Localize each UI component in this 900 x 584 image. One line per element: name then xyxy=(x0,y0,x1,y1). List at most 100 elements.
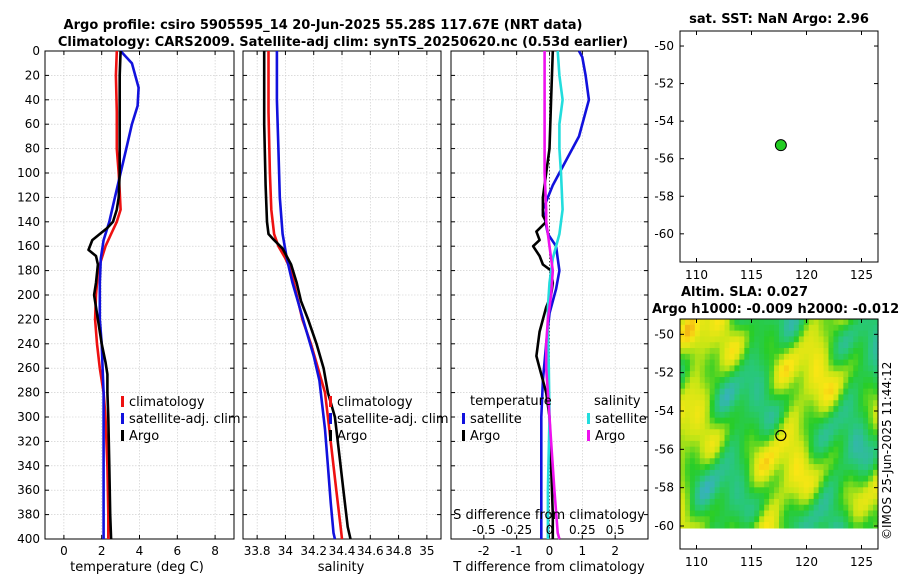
sla-cell xyxy=(769,522,775,529)
sla-cell xyxy=(779,348,785,355)
sla-cell xyxy=(788,446,795,454)
sla-cell xyxy=(818,417,825,425)
sla-cell xyxy=(779,440,785,448)
sla-cell xyxy=(749,388,755,396)
sla-cell xyxy=(868,458,874,465)
sla-cell xyxy=(704,382,711,390)
sla-cell xyxy=(709,400,716,407)
sla-cell xyxy=(739,475,745,483)
sla-cell xyxy=(863,400,869,407)
sla-cell xyxy=(744,371,750,378)
sla-cell xyxy=(769,464,775,471)
sla-cell xyxy=(694,510,701,517)
y-tick-label: -50 xyxy=(654,39,674,53)
sla-cell xyxy=(749,429,755,436)
sla-cell xyxy=(704,498,711,506)
sla-cell xyxy=(868,487,874,494)
sla-cell xyxy=(838,330,844,338)
sla-cell xyxy=(779,493,785,500)
sla-cell xyxy=(848,359,854,367)
sla-cell xyxy=(848,400,854,407)
sla-cell xyxy=(843,353,849,361)
sla-cell xyxy=(833,371,839,378)
sla-cell xyxy=(838,458,844,465)
sla-cell xyxy=(734,336,740,343)
sla-cell xyxy=(734,319,740,326)
sla-cell xyxy=(873,498,879,506)
sla-cell xyxy=(838,382,844,390)
sla-cell xyxy=(689,330,696,338)
sla-cell xyxy=(764,522,770,529)
sla-cell xyxy=(873,440,879,448)
sla-cell xyxy=(818,458,825,465)
sla-cell xyxy=(788,371,795,378)
sla-cell xyxy=(744,458,750,465)
sla-cell xyxy=(704,475,711,483)
sla-cell xyxy=(734,353,740,361)
sla-cell xyxy=(798,510,805,517)
sla-cell xyxy=(838,475,844,483)
sla-cell xyxy=(729,493,736,500)
sla-cell xyxy=(779,429,785,436)
x-tick-label: 0 xyxy=(60,544,68,558)
sla-cell xyxy=(818,423,825,430)
sla-cell xyxy=(759,469,765,477)
sla-cell xyxy=(803,388,810,396)
sla-cell xyxy=(838,440,844,448)
sla-cell xyxy=(724,388,731,396)
sla-cell xyxy=(684,516,691,523)
sla-cell xyxy=(719,487,726,494)
sla-cell xyxy=(843,493,849,500)
sla-cell xyxy=(858,324,864,332)
sla-cell xyxy=(769,348,775,355)
sla-cell xyxy=(798,365,805,372)
sla-cell xyxy=(734,440,740,448)
sla-cell xyxy=(843,440,849,448)
sla-cell xyxy=(680,353,686,361)
sla-cell xyxy=(838,516,844,523)
sla-cell xyxy=(779,522,785,529)
sla-cell xyxy=(838,429,844,436)
sla-cell xyxy=(873,394,879,401)
sla-cell xyxy=(699,319,706,326)
sla-cell xyxy=(699,446,706,454)
s-diff-tick-label: -0.5 xyxy=(472,523,495,537)
sla-cell xyxy=(744,469,750,477)
sla-cell xyxy=(749,365,755,372)
sla-cell xyxy=(783,516,790,523)
sla-cell xyxy=(868,400,874,407)
sla-cell xyxy=(734,469,740,477)
sla-cell xyxy=(699,330,706,338)
sla-cell xyxy=(848,348,854,355)
x-tick-label: 33.8 xyxy=(244,544,271,558)
sla-cell xyxy=(704,388,711,396)
x-tick-label: -2 xyxy=(478,544,490,558)
sla-cell xyxy=(694,342,701,349)
series-line-argo xyxy=(262,51,352,540)
sla-cell xyxy=(783,319,790,326)
sla-cell xyxy=(803,423,810,430)
sla-cell xyxy=(779,481,785,488)
sla-cell xyxy=(754,481,760,488)
sla-cell xyxy=(699,365,706,372)
sla-cell xyxy=(813,475,820,483)
sla-cell xyxy=(759,493,765,500)
sla-cell xyxy=(868,440,874,448)
sla-cell xyxy=(704,377,711,384)
sla-cell xyxy=(823,348,830,355)
sla-cell xyxy=(803,382,810,390)
sla-cell xyxy=(813,388,820,396)
sla-cell xyxy=(803,348,810,355)
sla-cell xyxy=(680,469,686,477)
sla-cell xyxy=(699,475,706,483)
sla-cell xyxy=(714,417,721,425)
sla-cell xyxy=(734,348,740,355)
sla-cell xyxy=(774,371,780,378)
sla-cell xyxy=(848,394,854,401)
sla-cell xyxy=(818,440,825,448)
sla-cell xyxy=(739,365,745,372)
sla-cell xyxy=(858,423,864,430)
sla-cell xyxy=(828,522,835,529)
sla-cell xyxy=(843,365,849,372)
